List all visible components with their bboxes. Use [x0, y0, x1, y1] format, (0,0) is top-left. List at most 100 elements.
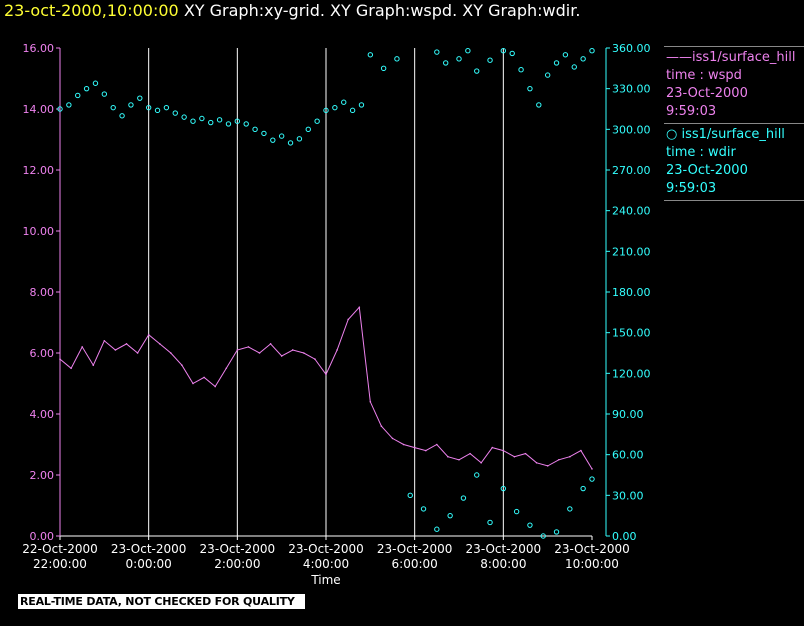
- wdir-point: [581, 486, 585, 490]
- y-left-tick-label: 10.00: [23, 225, 55, 238]
- wdir-point: [84, 86, 88, 90]
- wdir-point: [111, 105, 115, 109]
- wspd-point: [491, 447, 493, 449]
- wdir-point: [554, 530, 558, 534]
- wdir-point: [581, 57, 585, 61]
- wspd-point: [281, 355, 283, 357]
- y-right-tick-label: 180.00: [612, 286, 651, 299]
- x-tick-label-date: 23-Oct-2000: [111, 542, 187, 556]
- wdir-point: [488, 520, 492, 524]
- legend-entry-wdir[interactable]: ○ iss1/surface_hill time : wdir 23-Oct-2…: [664, 124, 804, 201]
- wspd-point: [137, 352, 139, 354]
- wdir-point: [488, 58, 492, 62]
- x-tick-label-time: 4:00:00: [303, 557, 349, 571]
- x-tick-label-date: 23-Oct-2000: [377, 542, 453, 556]
- legend-time: 9:59:03: [666, 103, 804, 121]
- wdir-point: [408, 493, 412, 497]
- wdir-point: [350, 108, 354, 112]
- wspd-point: [580, 450, 582, 452]
- y-right-tick-label: 360.00: [612, 42, 651, 55]
- wdir-point: [475, 69, 479, 73]
- wdir-point: [253, 127, 257, 131]
- wspd-point: [225, 367, 227, 369]
- wspd-point: [325, 374, 327, 376]
- y-left-tick-label: 14.00: [23, 103, 55, 116]
- y-right-tick-label: 240.00: [612, 205, 651, 218]
- wdir-point: [519, 67, 523, 71]
- wdir-point: [528, 86, 532, 90]
- wspd-point: [303, 352, 305, 354]
- wdir-point: [288, 141, 292, 145]
- wspd-point: [203, 377, 205, 379]
- wdir-point: [102, 92, 106, 96]
- wspd-point: [237, 349, 239, 351]
- wdir-point: [435, 50, 439, 54]
- wdir-point: [155, 108, 159, 112]
- y-left-tick-label: 0.00: [30, 530, 55, 543]
- y-right-tick-label: 300.00: [612, 123, 651, 136]
- y-right-tick-label: 0.00: [612, 530, 637, 543]
- wdir-point: [217, 118, 221, 122]
- quality-warning: REAL-TIME DATA, NOT CHECKED FOR QUALITY: [18, 594, 305, 609]
- legend-variable: time : wspd: [666, 67, 804, 85]
- x-axis-label: Time: [310, 573, 340, 587]
- wspd-point: [392, 438, 394, 440]
- legend: —— iss1/surface_hill time : wspd 23-Oct-2…: [664, 46, 804, 201]
- wdir-point: [590, 49, 594, 53]
- wspd-point: [480, 462, 482, 464]
- wdir-point: [129, 103, 133, 107]
- wdir-point: [457, 57, 461, 61]
- wdir-point: [271, 138, 275, 142]
- wspd-point: [436, 444, 438, 446]
- legend-entry-wspd[interactable]: ——iss1/surface_hill time : wspd 23-Oct-2…: [664, 46, 804, 124]
- wdir-point: [435, 527, 439, 531]
- wspd-point: [336, 349, 338, 351]
- legend-date: 23-Oct-2000: [666, 85, 804, 103]
- wspd-point: [503, 450, 505, 452]
- y-left-tick-label: 4.00: [30, 408, 55, 421]
- wdir-point: [279, 134, 283, 138]
- wspd-point: [414, 447, 416, 449]
- wdir-point: [67, 103, 71, 107]
- wspd-point: [347, 319, 349, 321]
- wdir-point: [244, 122, 248, 126]
- x-tick-label-time: 10:00:00: [565, 557, 619, 571]
- wdir-point: [173, 111, 177, 115]
- wspd-point: [248, 346, 250, 348]
- x-tick-label-date: 23-Oct-2000: [466, 542, 542, 556]
- wdir-point: [466, 49, 470, 53]
- wspd-point: [192, 383, 194, 385]
- wspd-point: [469, 453, 471, 455]
- wdir-point: [368, 53, 372, 57]
- wspd-point: [591, 468, 593, 470]
- wdir-point: [342, 100, 346, 104]
- x-tick-label-date: 22-Oct-2000: [22, 542, 98, 556]
- legend-line-marker: ——: [666, 50, 692, 65]
- wdir-point: [572, 65, 576, 69]
- wdir-point: [554, 61, 558, 65]
- wspd-point: [292, 349, 294, 351]
- y-left-tick-label: 8.00: [30, 286, 55, 299]
- y-right-tick-label: 150.00: [612, 327, 651, 340]
- wspd-point: [92, 364, 94, 366]
- legend-station: iss1/surface_hill: [681, 127, 784, 142]
- wdir-point: [200, 116, 204, 120]
- wspd-point: [170, 352, 172, 354]
- y-left-tick-label: 6.00: [30, 347, 55, 360]
- x-tick-label-date: 23-Oct-2000: [288, 542, 364, 556]
- wspd-point: [358, 306, 360, 308]
- wdir-point: [191, 119, 195, 123]
- wdir-point: [528, 523, 532, 527]
- x-tick-label-time: 8:00:00: [480, 557, 526, 571]
- wspd-point: [547, 465, 549, 467]
- legend-circle-marker: ○: [666, 127, 677, 142]
- wdir-point: [448, 513, 452, 517]
- wdir-point: [568, 507, 572, 511]
- wspd-point: [558, 459, 560, 461]
- wdir-point: [120, 114, 124, 118]
- wspd-point: [536, 462, 538, 464]
- wspd-point: [159, 343, 161, 345]
- wspd-point: [126, 343, 128, 345]
- wspd-point: [148, 334, 150, 336]
- wdir-point: [381, 66, 385, 70]
